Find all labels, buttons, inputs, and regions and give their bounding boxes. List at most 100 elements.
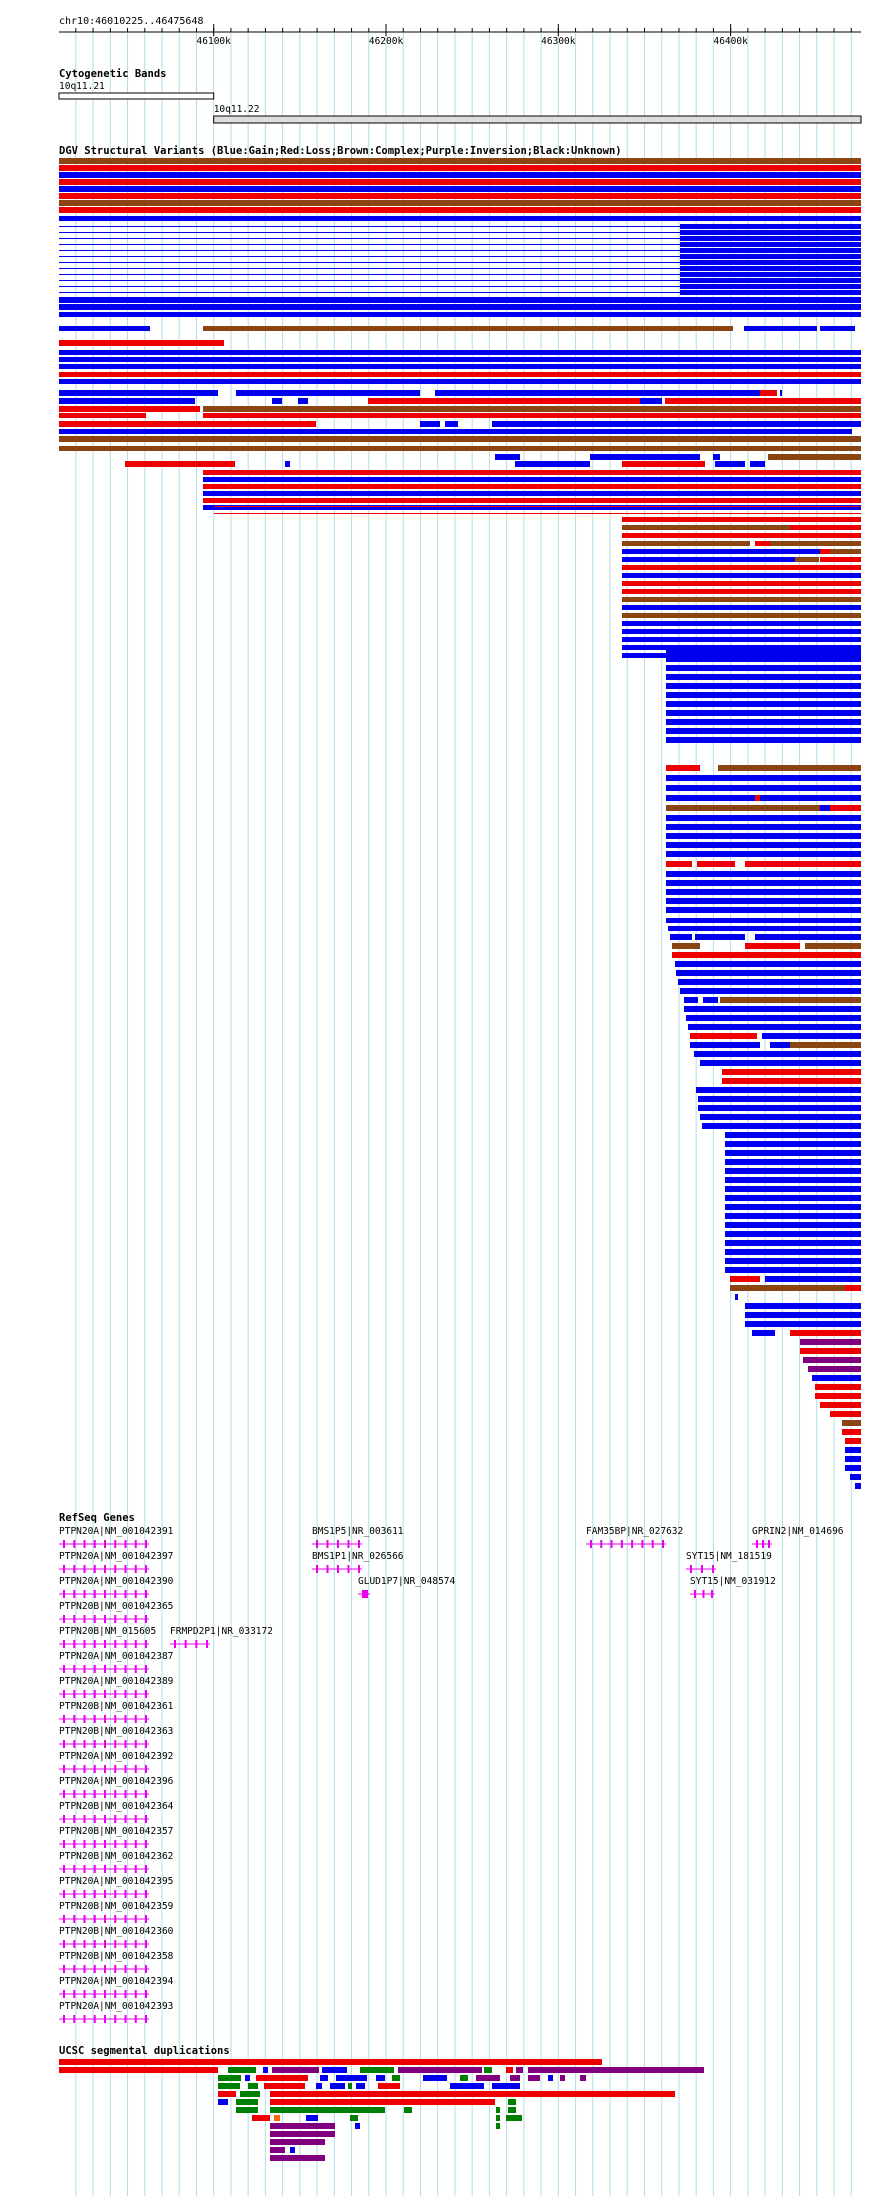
dgv-variant	[696, 1087, 861, 1093]
dgv-variant	[666, 851, 861, 857]
gene-exon	[124, 1965, 127, 1973]
gene-model	[59, 1840, 149, 1848]
dgv-variant	[700, 1114, 861, 1120]
dgv-variant	[725, 1132, 845, 1138]
gene-exon	[590, 1540, 592, 1548]
gene-model	[59, 1815, 149, 1823]
gene-exon	[83, 1865, 86, 1873]
dgv-variant	[830, 1411, 861, 1417]
gene-exon	[104, 1690, 106, 1698]
gene-label: PTPN20B|NM_001042358	[59, 1951, 174, 1962]
dgv-variant	[768, 454, 861, 460]
gene-exon	[63, 1615, 65, 1623]
gene-exon	[83, 1540, 86, 1548]
gene-label: PTPN20A|NM_001042394	[59, 1976, 174, 1987]
dgv-variant	[203, 326, 733, 331]
gene-exon	[134, 1765, 137, 1773]
gene-model	[59, 1865, 149, 1873]
gene-exon	[124, 1565, 127, 1573]
segdup-feature	[218, 2091, 236, 2097]
segdup-feature	[496, 2123, 500, 2129]
dgv-variant	[678, 979, 861, 985]
segdup-feature	[496, 2115, 500, 2121]
dgv-variant	[745, 1312, 861, 1318]
gene-exon	[73, 1615, 76, 1623]
gene-exon	[83, 1940, 86, 1948]
dgv-variant	[845, 1285, 861, 1291]
gene-exon	[124, 1865, 127, 1873]
dgv-variant	[435, 390, 760, 396]
dgv-variant	[203, 491, 861, 496]
gene-exon	[358, 1540, 360, 1548]
gene-exon	[83, 1765, 86, 1773]
gene-exon	[145, 1840, 147, 1848]
dgv-variant	[725, 1222, 861, 1228]
dgv-variant	[845, 1438, 861, 1444]
dgv-variant	[640, 398, 662, 404]
dgv-variant	[850, 1474, 861, 1480]
gene-model	[59, 1715, 149, 1723]
gene-model	[59, 1690, 149, 1698]
gene-exon	[63, 2015, 65, 2023]
segdup-feature	[252, 2115, 270, 2121]
dgv-variant	[750, 461, 765, 467]
gene-exon	[83, 1990, 86, 1998]
dgv-variant	[59, 390, 218, 396]
ruler-ticks: 46100k 46200k 46300k 46400k	[75, 24, 852, 47]
segdup-feature	[460, 2075, 468, 2081]
gene-exon	[83, 1890, 86, 1898]
dgv-variant	[760, 390, 777, 396]
gene-exon	[63, 1640, 65, 1648]
segdup-feature	[256, 2075, 308, 2081]
gene-label: PTPN20B|NM_015605	[59, 1626, 156, 1637]
gene-exon	[145, 1590, 147, 1598]
segdup-feature	[270, 2131, 335, 2137]
gene-exon	[114, 1640, 117, 1648]
dgv-variant	[703, 997, 718, 1003]
dgv-variant	[806, 952, 861, 958]
dgv-variant	[666, 719, 861, 725]
segdup-feature	[336, 2075, 367, 2081]
dgv-variant	[845, 1456, 861, 1462]
gene-exon	[83, 1665, 86, 1673]
gene-exon	[114, 1715, 117, 1723]
gene-exon	[114, 1590, 117, 1598]
cytoband-band	[58, 92, 215, 100]
dgv-variant	[59, 226, 680, 227]
gene-exon	[83, 1965, 86, 1973]
gene-exon	[73, 1790, 76, 1798]
segdup-feature	[218, 2075, 241, 2081]
dgv-variant	[622, 525, 790, 530]
gene-exon	[124, 1590, 127, 1598]
gene-exon	[206, 1640, 208, 1648]
dgv-variant	[752, 1330, 775, 1336]
gene-exon	[63, 1790, 65, 1798]
gene-exon	[73, 1815, 76, 1823]
segdup-feature	[378, 2083, 400, 2089]
gene-exon	[104, 1940, 106, 1948]
dgv-variant	[590, 454, 700, 460]
gene-exon	[93, 1915, 96, 1923]
gene-exon	[762, 1540, 764, 1548]
gene-exon	[104, 1665, 106, 1673]
dgv-variant	[59, 262, 680, 263]
gene-exon	[145, 1690, 147, 1698]
gene-exon	[73, 1865, 76, 1873]
region-label: chr10:46010225..46475648	[59, 16, 204, 27]
gene-exon	[114, 1890, 117, 1898]
segdup-feature	[350, 2115, 358, 2121]
gene-exon	[104, 1765, 106, 1773]
gene-exon	[134, 1790, 137, 1798]
gene-exon	[114, 1865, 117, 1873]
gene-label: PTPN20B|NM_001042360	[59, 1926, 174, 1937]
segdup-feature	[528, 2075, 540, 2081]
dgv-variant	[680, 254, 861, 259]
gene-exon	[93, 1740, 96, 1748]
gene-exon	[701, 1565, 703, 1573]
gene-model	[59, 1940, 149, 1948]
gene-label: PTPN20A|NM_001042397	[59, 1551, 173, 1562]
dgv-variant	[722, 1069, 861, 1075]
gene-exon	[651, 1540, 654, 1548]
gene-exon	[134, 1565, 137, 1573]
gene-exon	[134, 1665, 137, 1673]
